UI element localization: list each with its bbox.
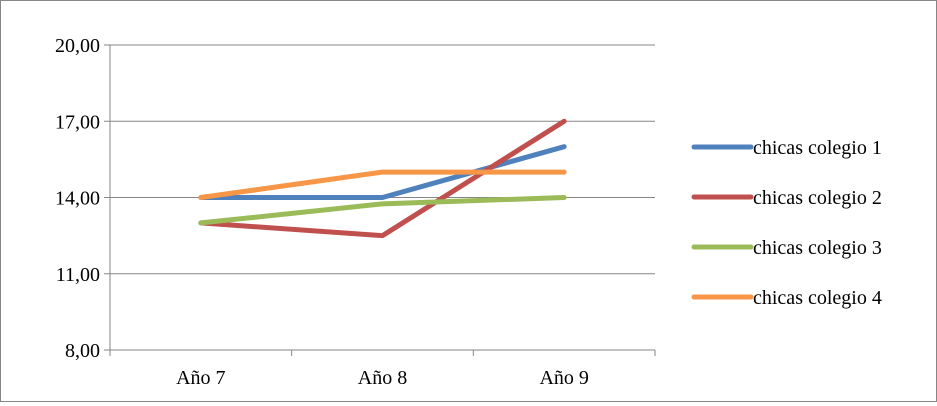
series-line-2 [198,118,567,239]
legend-label-1: chicas colegio 1 [753,137,882,159]
legend-label-3: chicas colegio 3 [753,237,882,259]
x-tick-label: Año 7 [176,367,225,389]
y-tick-label: 11,00 [56,264,100,286]
y-tick-label: 17,00 [55,111,100,133]
series-line-4 [198,169,567,200]
y-tick-label: 20,00 [55,35,100,57]
legend-label-2: chicas colegio 2 [753,187,882,209]
x-tick-label: Año 9 [539,367,588,389]
series-line-1 [198,144,567,200]
y-tick-label: 8,00 [65,340,100,362]
y-tick-label: 14,00 [55,188,100,210]
x-tick-label: Año 8 [358,367,407,389]
series-line-3 [198,195,567,226]
legend-label-4: chicas colegio 4 [753,287,882,309]
